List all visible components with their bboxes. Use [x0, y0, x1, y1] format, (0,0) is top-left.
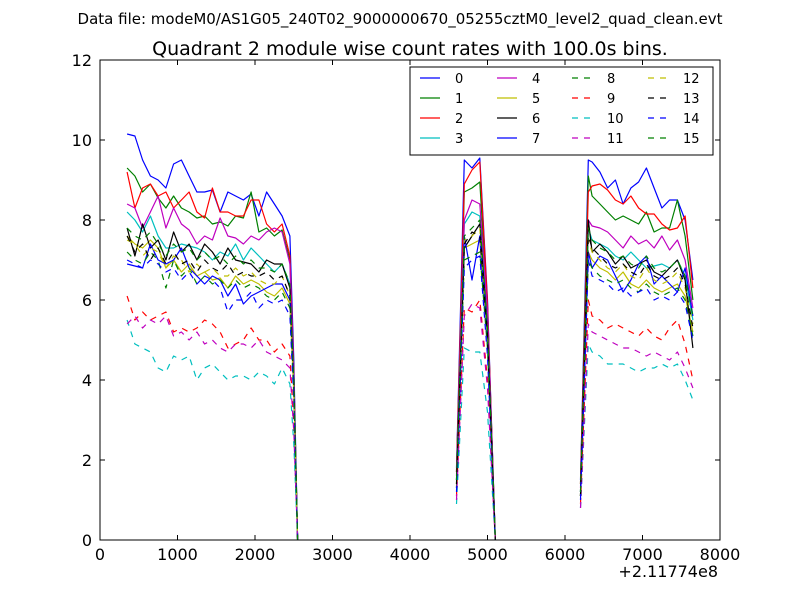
series-line-10-segment-0: [126, 319, 299, 541]
plot-area-frame: [99, 59, 721, 541]
series-line-11-segment-1: [455, 303, 496, 541]
series-line-10-segment-2: [579, 343, 694, 509]
series-line-11-segment-2: [579, 323, 694, 509]
x-tick-label-0: 0: [95, 545, 105, 564]
series-line-4-segment-0: [126, 195, 299, 541]
legend-label-8: 8: [607, 72, 615, 87]
chart-suptitle: Data file: modeM0/AS1G05_240T02_90000006…: [78, 10, 723, 29]
y-tick-label-4: 4: [82, 371, 92, 390]
legend-label-13: 13: [683, 92, 700, 107]
series-line-7-segment-2: [579, 251, 694, 497]
legend-label-6: 6: [532, 112, 540, 127]
legend-label-14: 14: [683, 112, 700, 127]
legend-label-4: 4: [532, 72, 540, 87]
series-line-1-segment-0: [126, 167, 299, 541]
chart-title: Quadrant 2 module wise count rates with …: [152, 38, 668, 60]
series-line-15-segment-1: [455, 219, 496, 541]
x-tick-label-3000: 3000: [312, 545, 353, 564]
x-tick-label-6000: 6000: [545, 545, 586, 564]
series-line-12-segment-2: [579, 239, 694, 497]
series-line-5-segment-0: [126, 235, 299, 541]
y-tick-label-8: 8: [82, 211, 92, 230]
x-tick-label-7000: 7000: [622, 545, 663, 564]
series-line-8-segment-1: [455, 251, 496, 541]
series-line-9-segment-0: [126, 295, 299, 541]
series-line-2-segment-2: [579, 183, 694, 485]
legend-label-2: 2: [455, 112, 463, 127]
series-line-10-segment-1: [455, 347, 496, 541]
legend-label-15: 15: [683, 132, 700, 147]
y-tick-label-0: 0: [82, 531, 92, 550]
series-line-15-segment-0: [126, 227, 299, 541]
series-layer: [126, 133, 694, 541]
series-line-9-segment-2: [579, 299, 694, 505]
legend-label-7: 7: [532, 132, 540, 147]
series-line-15-segment-2: [579, 227, 694, 493]
legend-label-12: 12: [683, 72, 700, 87]
x-axis-offset-label: +2.11774e8: [618, 562, 718, 581]
legend-label-0: 0: [455, 72, 463, 87]
y-tick-label-6: 6: [82, 291, 92, 310]
legend-label-11: 11: [607, 132, 624, 147]
legend-label-10: 10: [607, 112, 624, 127]
series-line-2-segment-0: [126, 171, 299, 541]
series-line-8-segment-0: [126, 251, 299, 541]
x-tick-label-5000: 5000: [467, 545, 508, 564]
legend-label-5: 5: [532, 92, 540, 107]
series-line-4-segment-2: [579, 219, 694, 489]
x-tick-label-8000: 8000: [700, 545, 741, 564]
series-line-0-segment-2: [579, 159, 694, 481]
legend-frame: [409, 66, 714, 156]
series-line-7-segment-0: [126, 243, 299, 541]
legend-label-3: 3: [455, 132, 463, 147]
series-line-13-segment-1: [455, 231, 496, 541]
series-line-14-segment-1: [455, 255, 496, 541]
series-line-14-segment-0: [126, 259, 299, 541]
series-line-11-segment-0: [126, 315, 299, 541]
ticks-layer: 0 1000 2000 3000 4000 5000 6000 7000 80000246810…: [72, 51, 741, 564]
series-line-3-segment-0: [126, 211, 299, 541]
x-tick-label-2000: 2000: [235, 545, 276, 564]
series-line-12-segment-0: [126, 239, 299, 541]
series-line-13-segment-0: [126, 235, 299, 541]
series-line-5-segment-2: [579, 251, 694, 497]
legend-label-1: 1: [455, 92, 463, 107]
series-line-1-segment-2: [579, 175, 694, 485]
y-tick-label-2: 2: [82, 451, 92, 470]
x-tick-label-1000: 1000: [157, 545, 198, 564]
series-line-13-segment-2: [579, 235, 694, 497]
y-tick-label-10: 10: [72, 131, 92, 150]
x-tick-label-4000: 4000: [390, 545, 431, 564]
legend-label-9: 9: [607, 92, 615, 107]
y-tick-label-12: 12: [72, 51, 92, 70]
